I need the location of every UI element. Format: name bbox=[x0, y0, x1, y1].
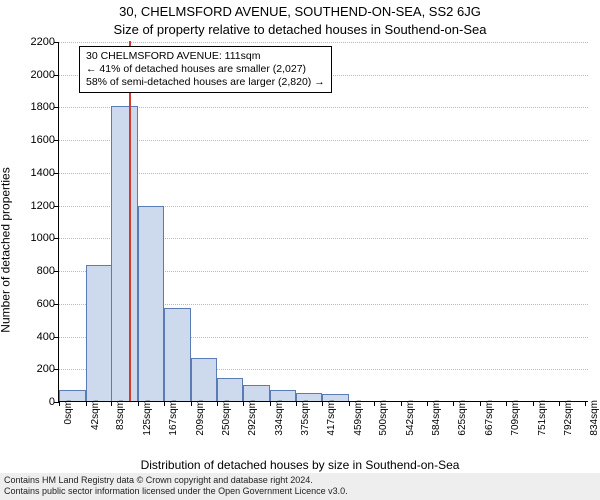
ytick-label: 1200 bbox=[21, 200, 55, 212]
xtick-mark bbox=[480, 401, 481, 406]
xtick-label: 375sqm bbox=[300, 400, 311, 436]
xtick-mark bbox=[86, 401, 87, 406]
ytick-label: 1600 bbox=[21, 134, 55, 146]
x-axis-label: Distribution of detached houses by size … bbox=[0, 458, 600, 472]
ytick-label: 0 bbox=[21, 396, 55, 408]
histogram-bar bbox=[86, 265, 113, 401]
xtick-label: 584sqm bbox=[431, 400, 442, 436]
xtick-label: 167sqm bbox=[168, 400, 179, 436]
xtick-mark bbox=[349, 401, 350, 406]
chart-title-line2: Size of property relative to detached ho… bbox=[0, 22, 600, 37]
ytick-label: 800 bbox=[21, 265, 55, 277]
y-axis-label-text: Number of detached properties bbox=[0, 167, 13, 332]
xtick-mark bbox=[243, 401, 244, 406]
histogram-bar bbox=[111, 106, 138, 401]
xtick-label: 125sqm bbox=[142, 400, 153, 436]
gridline-h bbox=[59, 107, 588, 108]
ytick-label: 1000 bbox=[21, 232, 55, 244]
xtick-mark bbox=[559, 401, 560, 406]
attribution-footer: Contains HM Land Registry data © Crown c… bbox=[0, 473, 600, 500]
ytick-label: 600 bbox=[21, 298, 55, 310]
xtick-label: 625sqm bbox=[457, 400, 468, 436]
xtick-label: 83sqm bbox=[115, 400, 126, 430]
histogram-bar bbox=[243, 385, 270, 401]
annotation-line: ← 41% of detached houses are smaller (2,… bbox=[86, 63, 325, 76]
xtick-label: 417sqm bbox=[326, 400, 337, 436]
xtick-label: 542sqm bbox=[405, 400, 416, 436]
xtick-label: 709sqm bbox=[510, 400, 521, 436]
xtick-mark bbox=[322, 401, 323, 406]
xtick-mark bbox=[374, 401, 375, 406]
annotation-line: 30 CHELMSFORD AVENUE: 111sqm bbox=[86, 50, 325, 63]
property-marker-line bbox=[129, 41, 131, 401]
xtick-label: 0sqm bbox=[63, 400, 74, 424]
ytick-label: 2000 bbox=[21, 69, 55, 81]
xtick-mark bbox=[533, 401, 534, 406]
xtick-mark bbox=[506, 401, 507, 406]
ytick-label: 1400 bbox=[21, 167, 55, 179]
y-axis-label: Number of detached properties bbox=[0, 0, 16, 500]
ytick-label: 1800 bbox=[21, 101, 55, 113]
annotation-box: 30 CHELMSFORD AVENUE: 111sqm← 41% of det… bbox=[79, 46, 332, 93]
xtick-label: 834sqm bbox=[589, 400, 600, 436]
histogram-bar bbox=[164, 308, 191, 401]
xtick-mark bbox=[270, 401, 271, 406]
xtick-label: 250sqm bbox=[221, 400, 232, 436]
histogram-plot-area: 0200400600800100012001400160018002000220… bbox=[58, 42, 588, 402]
xtick-mark bbox=[164, 401, 165, 406]
xtick-label: 42sqm bbox=[90, 400, 101, 430]
histogram-bar bbox=[191, 358, 218, 401]
chart-title-line1: 30, CHELMSFORD AVENUE, SOUTHEND-ON-SEA, … bbox=[0, 4, 600, 19]
xtick-mark bbox=[296, 401, 297, 406]
histogram-bar bbox=[217, 378, 244, 401]
xtick-label: 334sqm bbox=[274, 400, 285, 436]
xtick-mark bbox=[217, 401, 218, 406]
footer-line2: Contains public sector information licen… bbox=[4, 486, 596, 498]
histogram-bar bbox=[138, 206, 165, 401]
gridline-h bbox=[59, 140, 588, 141]
ytick-label: 200 bbox=[21, 363, 55, 375]
xtick-label: 292sqm bbox=[247, 400, 258, 436]
xtick-label: 459sqm bbox=[353, 400, 364, 436]
xtick-label: 751sqm bbox=[537, 400, 548, 436]
footer-line1: Contains HM Land Registry data © Crown c… bbox=[4, 475, 596, 487]
xtick-mark bbox=[401, 401, 402, 406]
xtick-label: 500sqm bbox=[378, 400, 389, 436]
annotation-line: 58% of semi-detached houses are larger (… bbox=[86, 76, 325, 89]
xtick-mark bbox=[585, 401, 586, 406]
ytick-label: 400 bbox=[21, 331, 55, 343]
xtick-mark bbox=[427, 401, 428, 406]
xtick-mark bbox=[111, 401, 112, 406]
gridline-h bbox=[59, 42, 588, 43]
xtick-label: 792sqm bbox=[563, 400, 574, 436]
xtick-mark bbox=[453, 401, 454, 406]
xtick-label: 667sqm bbox=[484, 400, 495, 436]
xtick-label: 209sqm bbox=[195, 400, 206, 436]
ytick-label: 2200 bbox=[21, 36, 55, 48]
xtick-mark bbox=[191, 401, 192, 406]
gridline-h bbox=[59, 173, 588, 174]
xtick-mark bbox=[138, 401, 139, 406]
xtick-mark bbox=[59, 401, 60, 406]
